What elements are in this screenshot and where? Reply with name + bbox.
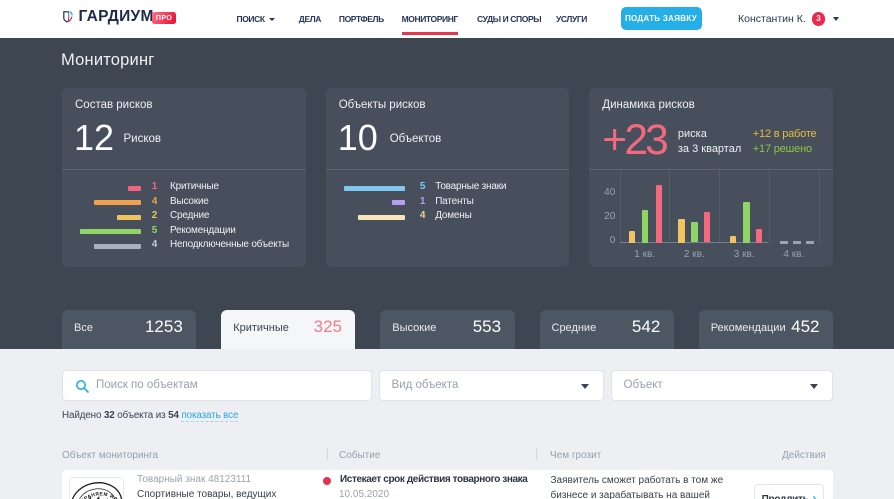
svg-text:СОХРАНЯЕМ ИДЕАЛЫ СПОРТА: СОХРАНЯЕМ ИДЕАЛЫ СПОРТА [70, 478, 119, 499]
